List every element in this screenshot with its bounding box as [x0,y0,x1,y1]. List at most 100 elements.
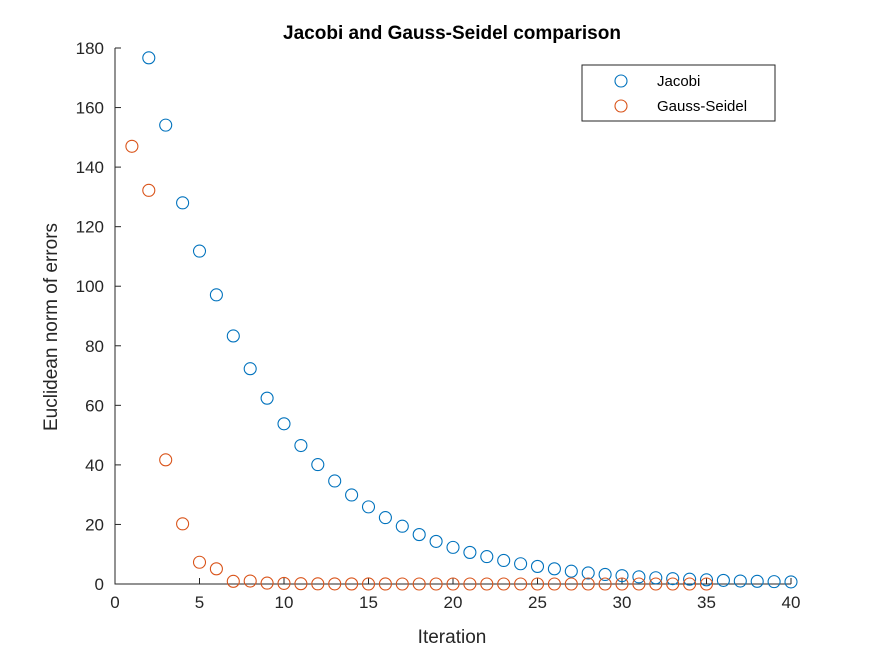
y-tick-label: 140 [76,158,104,177]
jacobi-point [209,288,223,302]
y-tick-label: 40 [85,456,104,475]
gauss-seidel-point [429,577,443,591]
jacobi-point [412,528,426,542]
jacobi-point [226,329,240,343]
series-jacobi [142,51,798,589]
x-tick-label: 40 [782,593,801,612]
gauss-seidel-point [649,577,663,591]
jacobi-point [159,118,173,132]
jacobi-point [176,196,190,210]
gauss-seidel-point [125,139,139,153]
gauss-seidel-point [530,577,545,591]
gauss-seidel-point [446,577,460,591]
gauss-seidel-point [463,577,477,591]
jacobi-point [311,458,325,472]
x-tick-label: 10 [275,593,294,612]
jacobi-point [277,417,291,431]
x-axis-ticks: 0 5 10 15 20 25 30 35 40 [110,578,800,612]
gauss-seidel-point [226,574,240,588]
gauss-seidel-point [547,577,561,591]
jacobi-point [480,550,494,564]
gauss-seidel-point [412,577,426,591]
jacobi-point [378,511,392,525]
jacobi-point [598,567,612,582]
gauss-seidel-point [514,577,528,591]
gauss-seidel-point [311,577,325,591]
gauss-seidel-point [192,555,207,569]
jacobi-point [429,534,443,548]
legend-label-jacobi: Jacobi [657,73,700,90]
jacobi-point [497,553,511,568]
gauss-seidel-point [361,577,376,591]
gauss-seidel-point [395,577,409,591]
gauss-seidel-point [581,577,595,591]
jacobi-point [192,244,207,258]
jacobi-point [564,564,578,578]
y-axis-ticks: 0 20 40 60 80 100 120 140 160 180 [76,39,121,594]
gauss-seidel-point [345,577,359,591]
jacobi-point [784,575,798,589]
gauss-seidel-point [480,577,494,591]
jacobi-point [649,571,663,585]
jacobi-point [142,51,156,65]
jacobi-point [328,474,342,488]
x-tick-label: 30 [613,593,632,612]
jacobi-point [514,557,528,571]
y-tick-label: 80 [85,337,104,356]
legend: Jacobi Gauss-Seidel [581,64,776,122]
jacobi-point [632,570,646,584]
jacobi-point [699,573,714,587]
plot-series [125,51,798,591]
x-tick-label: 0 [110,593,119,612]
y-tick-label: 120 [76,218,104,237]
jacobi-point [260,391,274,405]
gauss-seidel-point [277,576,291,590]
x-tick-label: 20 [444,593,463,612]
jacobi-point [615,569,629,583]
x-tick-label: 35 [697,593,716,612]
jacobi-point [750,574,764,588]
gauss-seidel-point [699,577,714,591]
series-gauss-seidel [125,139,714,591]
x-tick-label: 15 [359,593,378,612]
y-axis-label: Euclidean norm of errors [41,223,62,431]
y-tick-label: 0 [95,575,104,594]
jacobi-point [683,572,697,586]
gauss-seidel-point [243,574,257,588]
gauss-seidel-point [615,577,629,591]
jacobi-point [294,438,308,453]
gauss-seidel-point [260,576,274,590]
gauss-seidel-point [632,577,646,591]
y-tick-label: 100 [76,277,104,296]
jacobi-point [243,362,257,376]
y-tick-label: 20 [85,515,104,534]
jacobi-point [395,519,409,533]
jacobi-point [361,500,376,514]
gauss-seidel-point [209,562,223,576]
jacobi-point [345,488,359,502]
gauss-seidel-point [598,577,612,591]
legend-box [581,64,776,122]
jacobi-point [767,575,781,589]
gauss-seidel-point [159,453,173,467]
gauss-seidel-point [142,183,156,197]
jacobi-point [530,559,545,573]
chart-title: Jacobi and Gauss-Seidel comparison [283,23,621,44]
y-tick-label: 160 [76,99,104,118]
gauss-seidel-point [666,577,680,591]
y-tick-label: 60 [85,396,104,415]
x-tick-label: 25 [528,593,547,612]
gauss-seidel-point [378,577,392,591]
x-tick-label: 5 [195,593,204,612]
gauss-seidel-point [497,577,511,591]
jacobi-point [716,573,730,587]
jacobi-point [547,562,561,576]
legend-marker-jacobi [614,74,628,88]
jacobi-point [666,572,680,586]
y-tick-label: 180 [76,39,104,58]
axes: 0 5 10 15 20 25 30 35 40 0 20 40 60 80 100 120 140 160 18… [76,39,801,612]
legend-marker-gauss-seidel [614,99,628,113]
legend-label-gauss-seidel: Gauss-Seidel [657,98,747,115]
